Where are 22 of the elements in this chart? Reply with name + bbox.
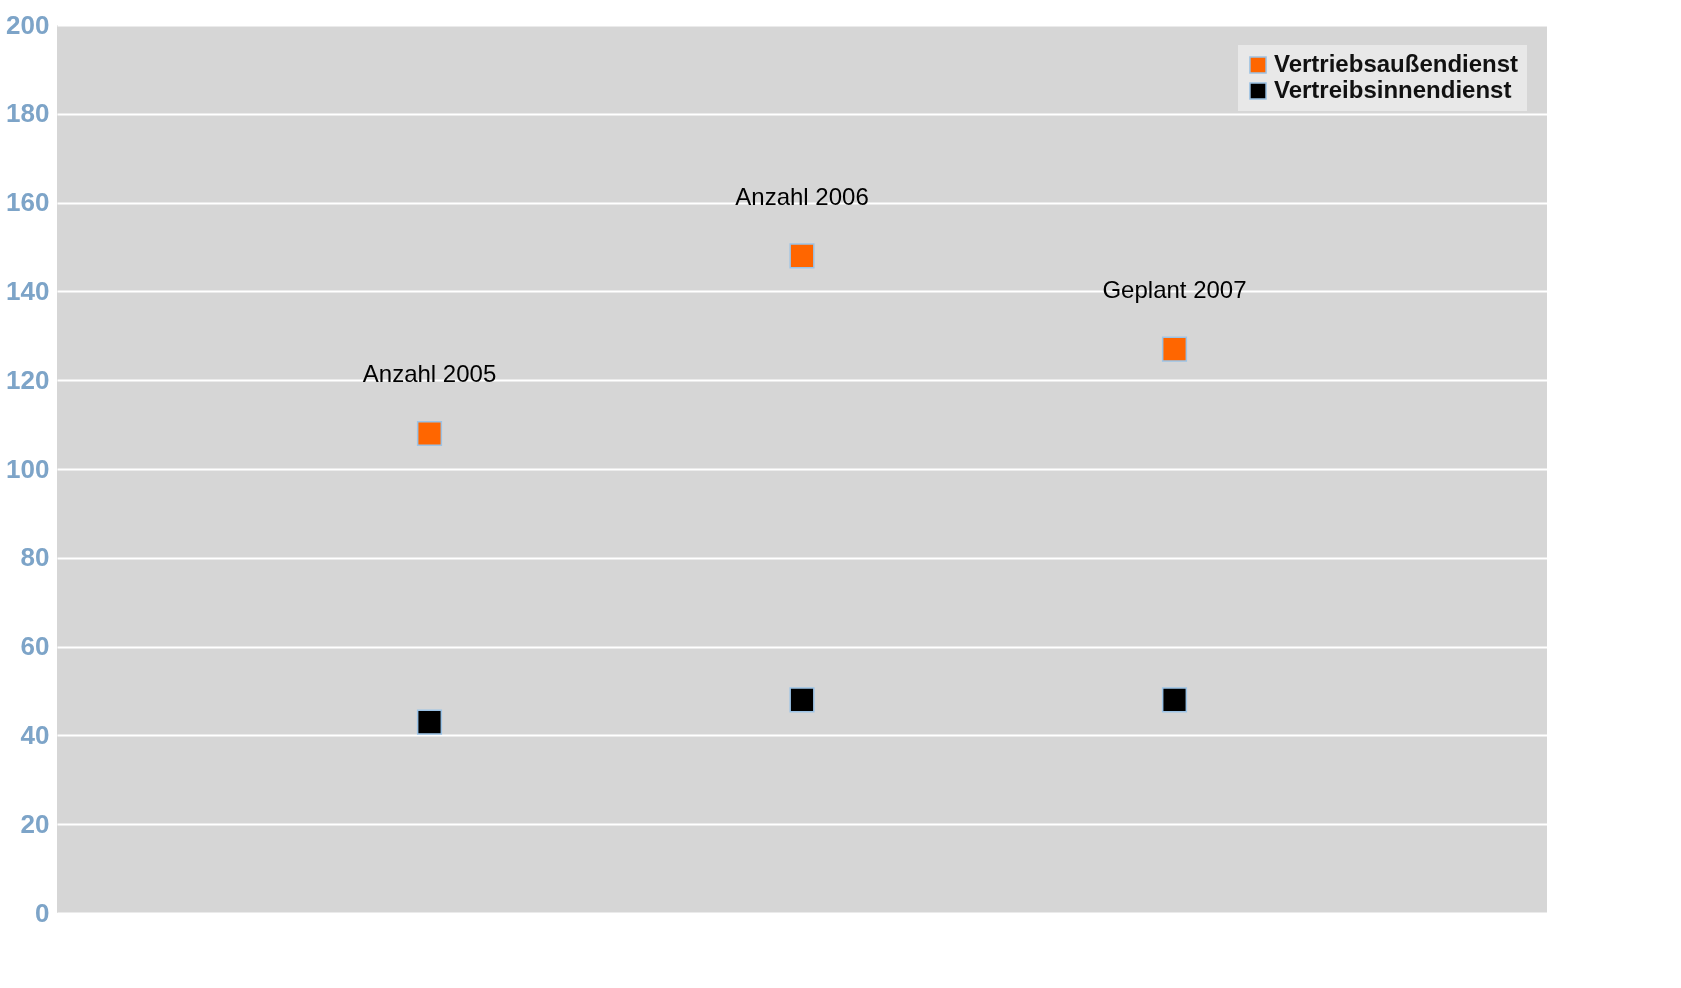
y-tick-label: 40 — [20, 719, 50, 750]
y-tick-label: 20 — [20, 808, 50, 839]
y-tick-label: 60 — [20, 631, 50, 662]
point — [1161, 336, 1188, 362]
y-tick-label: 140 — [6, 275, 50, 306]
x-tick-label: Anzahl 2006 — [735, 182, 869, 210]
x-tick-label: Anzahl 2005 — [362, 360, 497, 388]
point — [416, 420, 443, 447]
y-tick-label: 180 — [6, 98, 50, 129]
legend-label: Vertriebsaußendienst — [1274, 50, 1519, 77]
y-tick-label: 160 — [6, 187, 50, 218]
y-tick-label: 100 — [6, 453, 50, 484]
y-tick-label: 0 — [35, 897, 50, 928]
point — [789, 687, 815, 713]
y-tick-label: 120 — [6, 364, 50, 395]
x-tick-label: Geplant 2007 — [1102, 276, 1247, 304]
point — [416, 709, 443, 735]
point — [789, 243, 815, 269]
y-tick-label: 200 — [6, 9, 50, 40]
y-tick-label: 80 — [20, 542, 50, 573]
legend-label: Vertreibsinnendienst — [1274, 76, 1512, 103]
point — [1161, 687, 1188, 713]
